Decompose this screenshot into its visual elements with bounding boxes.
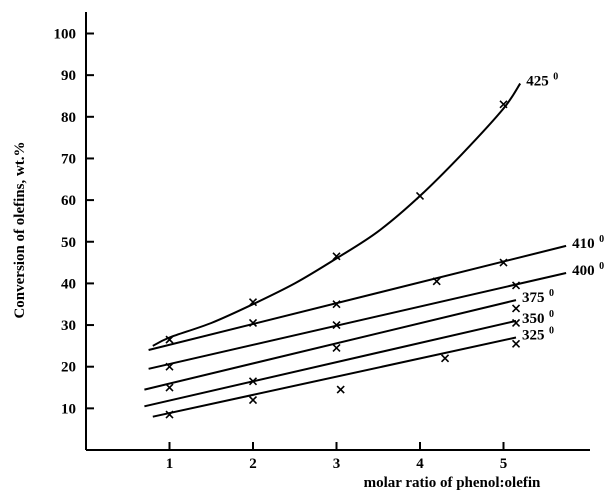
series-label-sup: 0: [599, 234, 604, 245]
ticks: 1 2 3 4 5 10 20 30 40 50 60 70 80 90 100: [54, 27, 508, 473]
data-point-350: [511, 318, 521, 328]
series-line-350: [144, 319, 517, 408]
series-line-425: [152, 82, 522, 347]
series-label-sup: 0: [549, 326, 554, 337]
data-point-400: [332, 320, 341, 330]
series-line-400: [148, 272, 567, 370]
x-axis-title: molar ratio of phenol:olefin: [364, 475, 541, 491]
data-point-410: [248, 318, 258, 328]
data-point-410: [432, 277, 441, 286]
series-line-325: [152, 336, 517, 418]
data-point-325: [511, 339, 521, 348]
data-point-375: [511, 304, 521, 313]
series-label-410: 410: [572, 236, 595, 252]
data-point-375: [332, 343, 341, 353]
data-point-425: [499, 100, 508, 109]
series-label-sup: 0: [549, 288, 554, 299]
data-point-425: [415, 191, 425, 201]
y-tick-label: 70: [61, 151, 76, 167]
y-tick-label: 10: [61, 401, 76, 417]
y-tick-label: 50: [61, 235, 76, 251]
y-tick-label: 100: [54, 27, 77, 43]
x-tick-label: 1: [166, 456, 174, 472]
x-tick-label: 2: [249, 456, 257, 472]
y-tick-label: 20: [61, 360, 76, 376]
data-point-400: [511, 281, 521, 290]
y-tick-label: 40: [61, 276, 76, 292]
data-point-325: [165, 410, 174, 419]
y-tick-label: 60: [61, 193, 76, 209]
data-point-410: [332, 300, 341, 309]
series-label-425: 425: [526, 73, 549, 89]
data-point-375: [248, 377, 258, 386]
series-label-sup: 0: [549, 309, 554, 320]
data-point-410: [499, 258, 508, 267]
data-point-375: [165, 383, 174, 392]
data-point-425: [165, 335, 174, 344]
y-tick-label: 90: [61, 68, 76, 84]
series-line-375: [144, 299, 517, 391]
data-point-400: [165, 362, 174, 371]
series-label-350: 350: [522, 311, 545, 327]
series-label-375: 375: [522, 290, 545, 306]
data-point-425: [332, 252, 341, 261]
curves: [144, 82, 567, 418]
series-label-sup: 0: [553, 71, 558, 82]
x-tick-label: 3: [333, 456, 341, 472]
data-point-350: [248, 395, 258, 405]
series-label-400: 400: [572, 263, 595, 279]
markers: [165, 100, 521, 419]
series-labels: 425 0 410 0 400 0 375 0 350 0 325 0: [522, 71, 604, 343]
series-label-sup: 0: [599, 261, 604, 272]
x-tick-label: 4: [416, 456, 424, 472]
data-point-325: [440, 354, 450, 363]
y-tick-label: 30: [61, 318, 76, 334]
data-point-325: [336, 385, 345, 394]
series-label-325: 325: [522, 328, 545, 344]
x-tick-label: 5: [500, 456, 508, 472]
y-axis-title: Conversion of olefins, wt.%: [12, 141, 28, 318]
series-line-410: [148, 244, 567, 351]
y-tick-label: 80: [61, 110, 76, 126]
data-point-425: [248, 298, 258, 307]
